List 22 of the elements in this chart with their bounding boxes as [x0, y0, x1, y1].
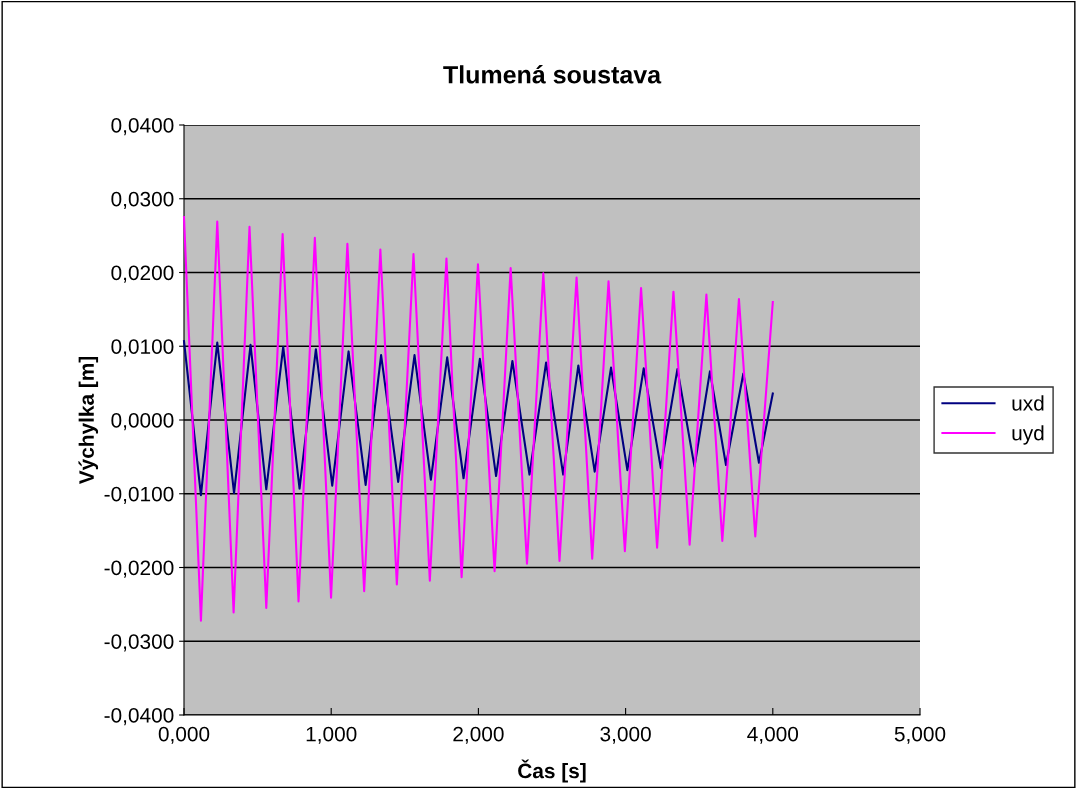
line-series [182, 340, 774, 497]
x-tick-label: 5,000 [894, 726, 946, 744]
chart-title: Tlumená soustava [443, 65, 662, 84]
y-tick-label: 0,0000 [111, 413, 174, 431]
y-tick-label: -0,0400 [104, 708, 174, 726]
x-axis-title: Čas [s] [518, 759, 586, 783]
y-axis-title: Výchylka [m] [78, 356, 99, 485]
y-tick-label: -0,0100 [104, 486, 174, 504]
x-tick-label: 0,000 [158, 726, 210, 744]
y-tick-label: 0,0200 [111, 265, 174, 283]
x-tick-label: 3,000 [600, 726, 651, 744]
y-tick-label: -0,0200 [104, 560, 174, 578]
x-tick-label: 2,000 [453, 726, 504, 744]
y-tick-label: 0,0300 [111, 191, 174, 209]
y-tick-label: 0,0400 [111, 118, 174, 136]
legend-label: uyd [1012, 425, 1044, 445]
legend-label: uxd [1012, 395, 1044, 411]
y-tick-label: -0,0300 [104, 634, 174, 652]
line-series [182, 216, 774, 622]
x-tick-label: 4,000 [747, 726, 799, 744]
y-tick-label: 0,0100 [111, 339, 174, 357]
x-tick-label: 1,000 [306, 726, 357, 744]
